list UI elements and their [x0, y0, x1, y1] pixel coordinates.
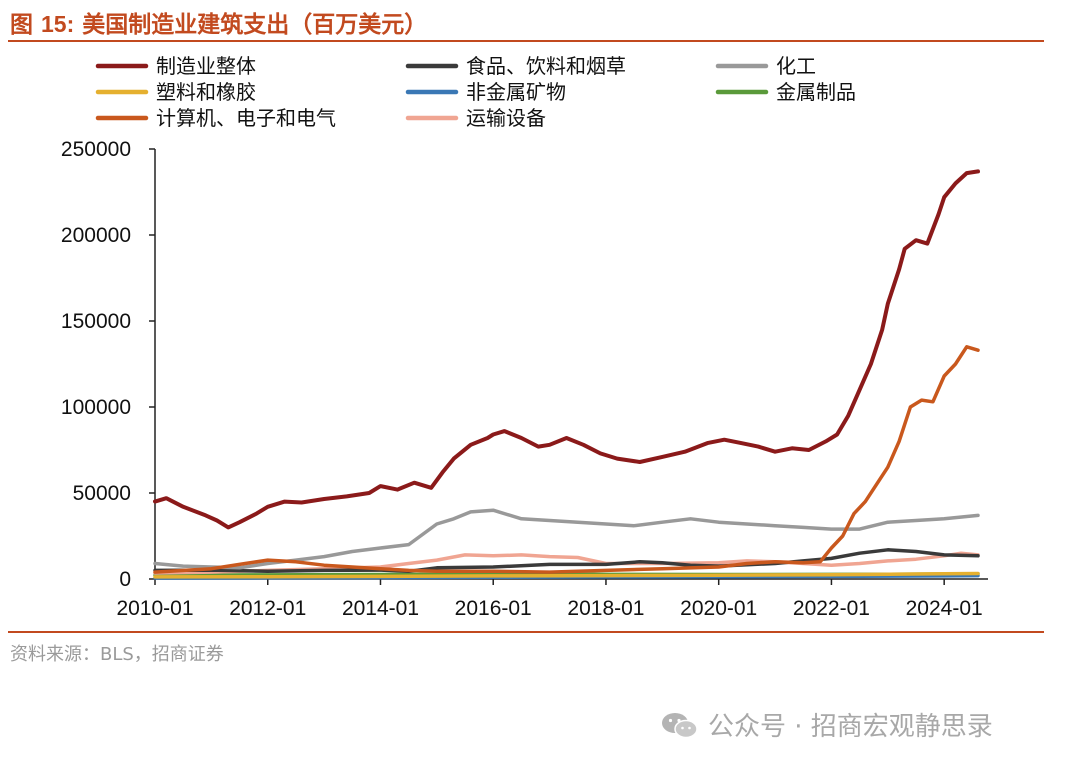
legend-item: 塑料和橡胶: [95, 80, 256, 104]
y-tick-label: 250000: [61, 138, 131, 161]
legend-label: 食品、饮料和烟草: [466, 54, 626, 78]
chart-svg: 0 50000 100000 150000 200000 250000 2010-01 201…: [61, 54, 988, 620]
legend-item: 食品、饮料和烟草: [405, 54, 626, 78]
series-layer: [153, 169, 980, 580]
x-tick-label: 2010-01: [116, 597, 193, 620]
figure-title-text: 美国制造业建筑支出（百万美元）: [82, 12, 428, 38]
wechat-icon: [662, 712, 698, 738]
legend-label: 金属制品: [776, 80, 856, 104]
source-note: 资料来源：BLS，招商证券: [10, 644, 224, 665]
series-line: [153, 345, 980, 574]
figure-title-number: 15:: [41, 11, 75, 37]
watermark: 公众号 · 招商宏观静思录: [660, 706, 993, 743]
legend-item: 化工: [715, 54, 816, 78]
legend-label: 塑料和橡胶: [156, 80, 256, 104]
legend-item: 制造业整体: [95, 54, 256, 78]
series-line: [153, 548, 980, 574]
x-tick-label: 2012-01: [229, 597, 306, 620]
x-tick-label: 2022-01: [793, 597, 870, 620]
legend-label: 计算机、电子和电气: [156, 106, 336, 130]
series-line: [153, 169, 980, 530]
legend-item: 金属制品: [715, 80, 856, 104]
legend-label: 制造业整体: [156, 54, 256, 78]
y-tick-label: 150000: [61, 310, 131, 333]
y-tick-label: 0: [119, 568, 131, 591]
legend-label: 运输设备: [466, 106, 546, 130]
legend-item: 非金属矿物: [405, 80, 566, 104]
y-tick-label: 200000: [61, 224, 131, 247]
x-tick-label: 2024-01: [906, 597, 983, 620]
legend-item: 运输设备: [405, 106, 546, 130]
series-line: [153, 571, 980, 579]
figure-title: 图 15: 美国制造业建筑支出（百万美元）: [10, 5, 427, 39]
legend-item: 计算机、电子和电气: [95, 106, 336, 130]
x-tick-label: 2014-01: [342, 597, 419, 620]
source-divider: [8, 631, 1044, 633]
x-tick-label: 2016-01: [455, 597, 532, 620]
x-tick-label: 2018-01: [567, 597, 644, 620]
figure-title-prefix: 图: [10, 12, 42, 38]
y-tick-label: 50000: [73, 482, 131, 505]
watermark-text: 公众号 · 招商宏观静思录: [708, 712, 993, 742]
legend-label: 化工: [776, 54, 816, 78]
x-tick-label: 2020-01: [680, 597, 757, 620]
legend-label: 非金属矿物: [466, 80, 566, 104]
axes-layer: 0 50000 100000 150000 200000 250000 2010-01 201…: [61, 138, 988, 620]
y-tick-label: 100000: [61, 396, 131, 419]
title-divider: [8, 40, 1044, 42]
